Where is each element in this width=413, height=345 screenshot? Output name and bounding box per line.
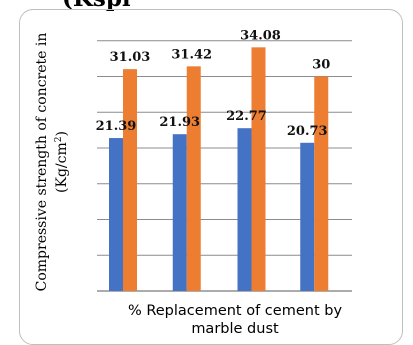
bars (109, 47, 329, 291)
data-label-series1-2: 21.93 (159, 115, 200, 130)
bar-series2-2 (186, 66, 201, 291)
data-label-series2-2: 31.42 (171, 47, 212, 62)
bar-series2-1 (123, 69, 137, 291)
data-labels: 21.39 21.93 22.77 20.73 31.03 31.42 34.08 30 (96, 28, 331, 138)
bar-series1-3 (237, 128, 252, 291)
data-label-series2-3: 34.08 (240, 28, 281, 43)
data-label-series1-1: 21.39 (96, 119, 137, 134)
bar-series1-4 (300, 142, 315, 291)
x-axis-label-line2: marble dust (191, 321, 279, 337)
data-label-series1-3: 22.77 (226, 109, 267, 124)
data-label-series1-4: 20.73 (287, 124, 328, 139)
bar-series2-4 (314, 76, 329, 291)
header-fragment: (Kspl (62, 0, 131, 10)
data-label-series2-4: 30 (312, 58, 330, 73)
bar-series1-1 (109, 138, 123, 291)
data-label-series2-1: 31.03 (110, 50, 151, 65)
bar-series2-3 (251, 47, 266, 291)
y-axis-label-line2: (Kg/cm2) (54, 131, 70, 193)
x-axis-label-line1: % Replacement of cement by (128, 303, 342, 319)
bar-series1-2 (172, 134, 187, 291)
y-axis-label-line1: Compressive strength of concrete in (34, 33, 50, 292)
